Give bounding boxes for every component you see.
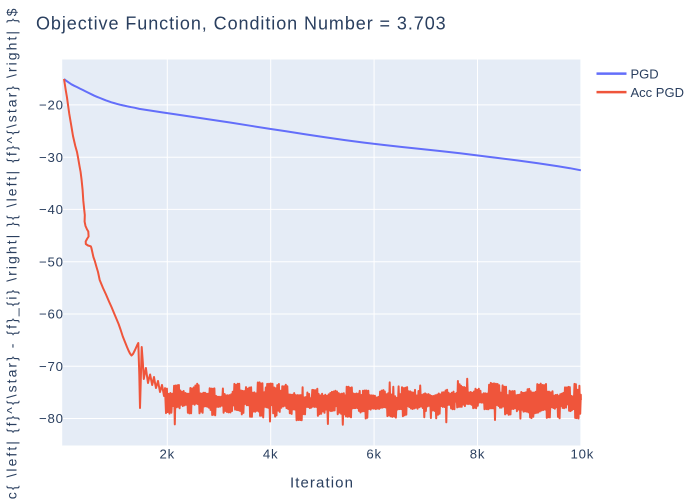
svg-text:$\frac{ \left| {f}^{\star} - {: $\frac{ \left| {f}^{\star} - {f}_{i} \ri… <box>4 6 20 500</box>
svg-text:Objective Function, Condition: Objective Function, Condition Number = 3… <box>36 14 447 34</box>
svg-text:2k: 2k <box>160 447 176 462</box>
svg-text:Acc PGD: Acc PGD <box>631 85 684 100</box>
svg-text:−80: −80 <box>39 411 64 426</box>
svg-text:−40: −40 <box>39 202 64 217</box>
svg-text:−60: −60 <box>39 307 64 322</box>
svg-text:PGD: PGD <box>631 67 659 82</box>
svg-text:−50: −50 <box>39 254 64 269</box>
svg-text:−70: −70 <box>39 359 64 374</box>
svg-text:4k: 4k <box>263 447 279 462</box>
svg-text:−30: −30 <box>39 150 64 165</box>
svg-text:10k: 10k <box>570 447 594 462</box>
svg-text:Iteration: Iteration <box>290 474 354 491</box>
svg-text:6k: 6k <box>366 447 382 462</box>
svg-text:−20: −20 <box>39 98 64 113</box>
svg-text:8k: 8k <box>470 447 486 462</box>
